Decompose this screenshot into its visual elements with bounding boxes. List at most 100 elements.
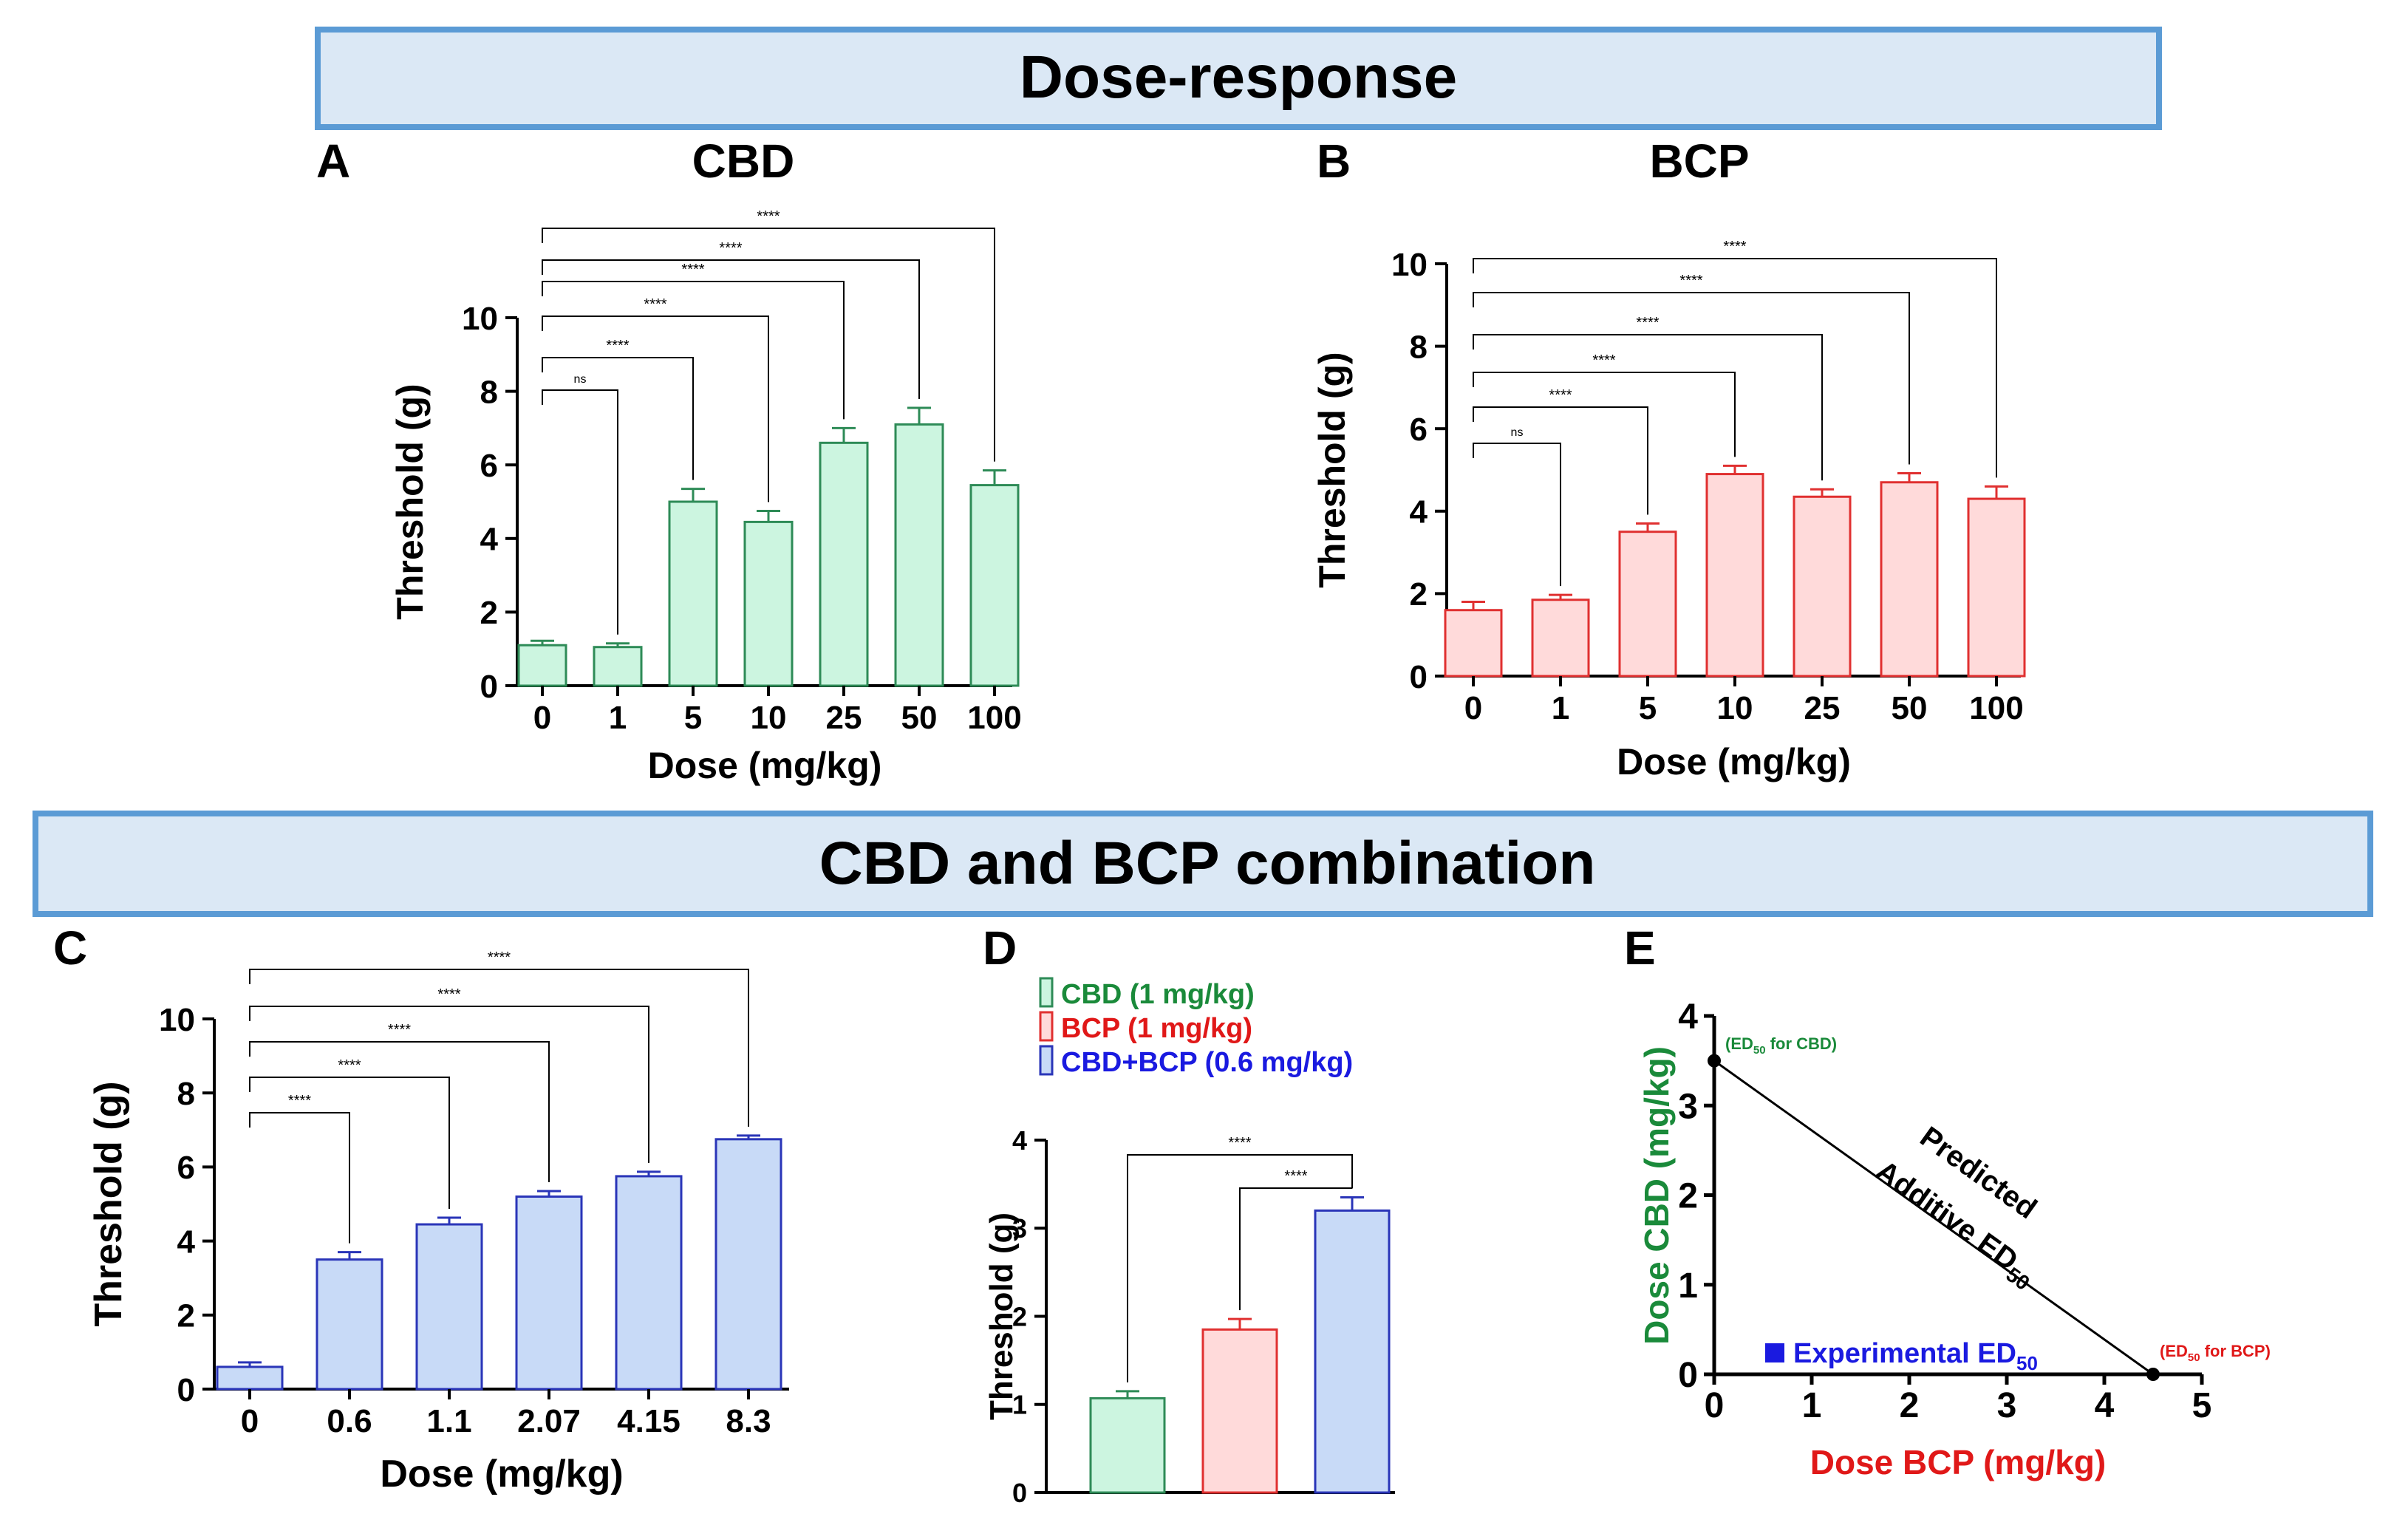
panel-c: 0 2 4 6 8 10 0 0.6 1.1 2.07 4.15 8.3 **** **** **** ***…: [53, 921, 789, 1495]
significance-label: ****: [437, 986, 460, 1003]
x-tick-label: 5: [2192, 1386, 2212, 1425]
x-tick-label: 0.6: [327, 1403, 372, 1439]
y-tick-label: 2: [1410, 576, 1428, 613]
significance-label: ****: [681, 262, 704, 278]
y-tick-label: 1: [1012, 1390, 1027, 1420]
significance-label: ns: [574, 373, 587, 386]
bar: [593, 646, 643, 687]
x-tick-label: 1.1: [426, 1403, 471, 1439]
significance-bracket: [1473, 406, 1648, 515]
y-tick-label: 0: [1012, 1478, 1027, 1508]
y-tick-label: 10: [462, 301, 498, 337]
significance-label: ****: [1549, 387, 1572, 403]
y-axis-label: Dose CBD (mg/kg): [1637, 1046, 1676, 1345]
x-tick-label: 0: [241, 1403, 259, 1439]
bar: [1531, 598, 1590, 678]
y-tick-label: 0: [1410, 659, 1428, 695]
x-axis-label: Dose (mg/kg): [1617, 741, 1851, 782]
significance-label: ****: [1284, 1168, 1307, 1184]
panel-title: CBD: [692, 134, 795, 188]
x-tick-label: 4: [2095, 1386, 2115, 1425]
x-tick-label: 0: [1464, 690, 1482, 726]
bar: [1618, 531, 1677, 678]
significance-bracket: [249, 1006, 649, 1163]
legend-swatch: [1039, 1011, 1054, 1042]
panel-letter: C: [53, 921, 87, 975]
bar: [1201, 1328, 1278, 1494]
significance-bracket: [1473, 258, 1997, 478]
x-axis-label: Dose (mg/kg): [648, 745, 882, 786]
bar: [517, 644, 567, 687]
significance-bracket: [249, 1077, 450, 1210]
legend-label: CBD+BCP (0.6 mg/kg): [1061, 1047, 1353, 1078]
significance-bracket: [542, 228, 995, 462]
header-dose-response-text: Dose-response: [1020, 44, 1457, 111]
legend-label: BCP (1 mg/kg): [1061, 1013, 1252, 1044]
x-tick-label: 0: [533, 700, 551, 736]
significance-bracket: [542, 281, 845, 420]
x-axis-label: Dose BCP (mg/kg): [1810, 1443, 2106, 1481]
significance-label: ****: [757, 208, 780, 225]
panel-title: BCP: [1649, 134, 1749, 188]
significance-bracket: [1127, 1154, 1353, 1382]
legend-label: CBD (1 mg/kg): [1061, 979, 1255, 1010]
x-tick-label: 0: [1705, 1386, 1725, 1425]
bar: [1089, 1396, 1166, 1494]
significance-label: ns: [1511, 426, 1524, 439]
significance-label: ****: [488, 949, 511, 966]
x-tick-label: 50: [901, 700, 938, 736]
panel-letter: E: [1624, 921, 1656, 975]
significance-bracket: [1473, 443, 1561, 587]
y-tick-label: 0: [177, 1372, 195, 1408]
y-axis-label: Threshold (g): [389, 383, 431, 619]
y-tick-label: 8: [1410, 329, 1428, 365]
bar: [1314, 1209, 1391, 1494]
y-tick-label: 3: [1012, 1213, 1027, 1244]
additive-line: [1713, 1060, 2154, 1376]
significance-bracket: [542, 259, 920, 400]
panel-d: 0 1 2 3 4 **** **** Threshold (g) D CBD (1 mg/kg)…: [983, 921, 1395, 1508]
legend-swatch: [1039, 977, 1054, 1008]
x-tick-label: 25: [1804, 690, 1841, 726]
x-tick-label: 1: [1802, 1386, 1822, 1425]
significance-bracket: [542, 357, 694, 480]
bar: [415, 1223, 483, 1391]
significance-label: ****: [1636, 315, 1659, 331]
ed50-cbd-point: [1708, 1054, 1721, 1068]
bar: [1880, 481, 1939, 678]
significance-bracket: [1473, 292, 1910, 465]
bar: [1444, 609, 1503, 678]
y-tick-label: 8: [480, 374, 498, 410]
y-axis-label: Threshold (g): [1312, 352, 1353, 587]
ed50-bcp-point: [2146, 1368, 2160, 1381]
x-tick-label: 2.07: [517, 1403, 581, 1439]
significance-label: ****: [388, 1022, 411, 1038]
y-tick-label: 1: [1678, 1266, 1698, 1306]
y-tick-label: 2: [1012, 1301, 1027, 1331]
y-tick-label: 0: [480, 669, 498, 705]
significance-bracket: [249, 969, 749, 1127]
bar: [1793, 495, 1852, 678]
x-tick-label: 2: [1900, 1386, 1920, 1425]
bar: [1967, 497, 2026, 678]
x-tick-label: 1: [609, 700, 627, 736]
y-tick-label: 10: [159, 1002, 195, 1038]
significance-label: ****: [288, 1093, 311, 1109]
y-tick-label: 4: [480, 522, 499, 558]
y-tick-label: 10: [1391, 247, 1428, 283]
x-tick-label: 10: [751, 700, 787, 736]
bar: [969, 484, 1020, 687]
y-axis-label: Threshold (g): [87, 1081, 130, 1326]
y-tick-label: 4: [1410, 494, 1428, 531]
y-tick-label: 2: [1678, 1177, 1698, 1216]
bar: [1705, 473, 1764, 678]
x-tick-label: 5: [1639, 690, 1657, 726]
x-tick-label: 8.3: [726, 1403, 771, 1439]
x-tick-label: 25: [826, 700, 862, 736]
significance-bracket: [1239, 1187, 1353, 1311]
y-tick-label: 0: [1678, 1356, 1698, 1395]
